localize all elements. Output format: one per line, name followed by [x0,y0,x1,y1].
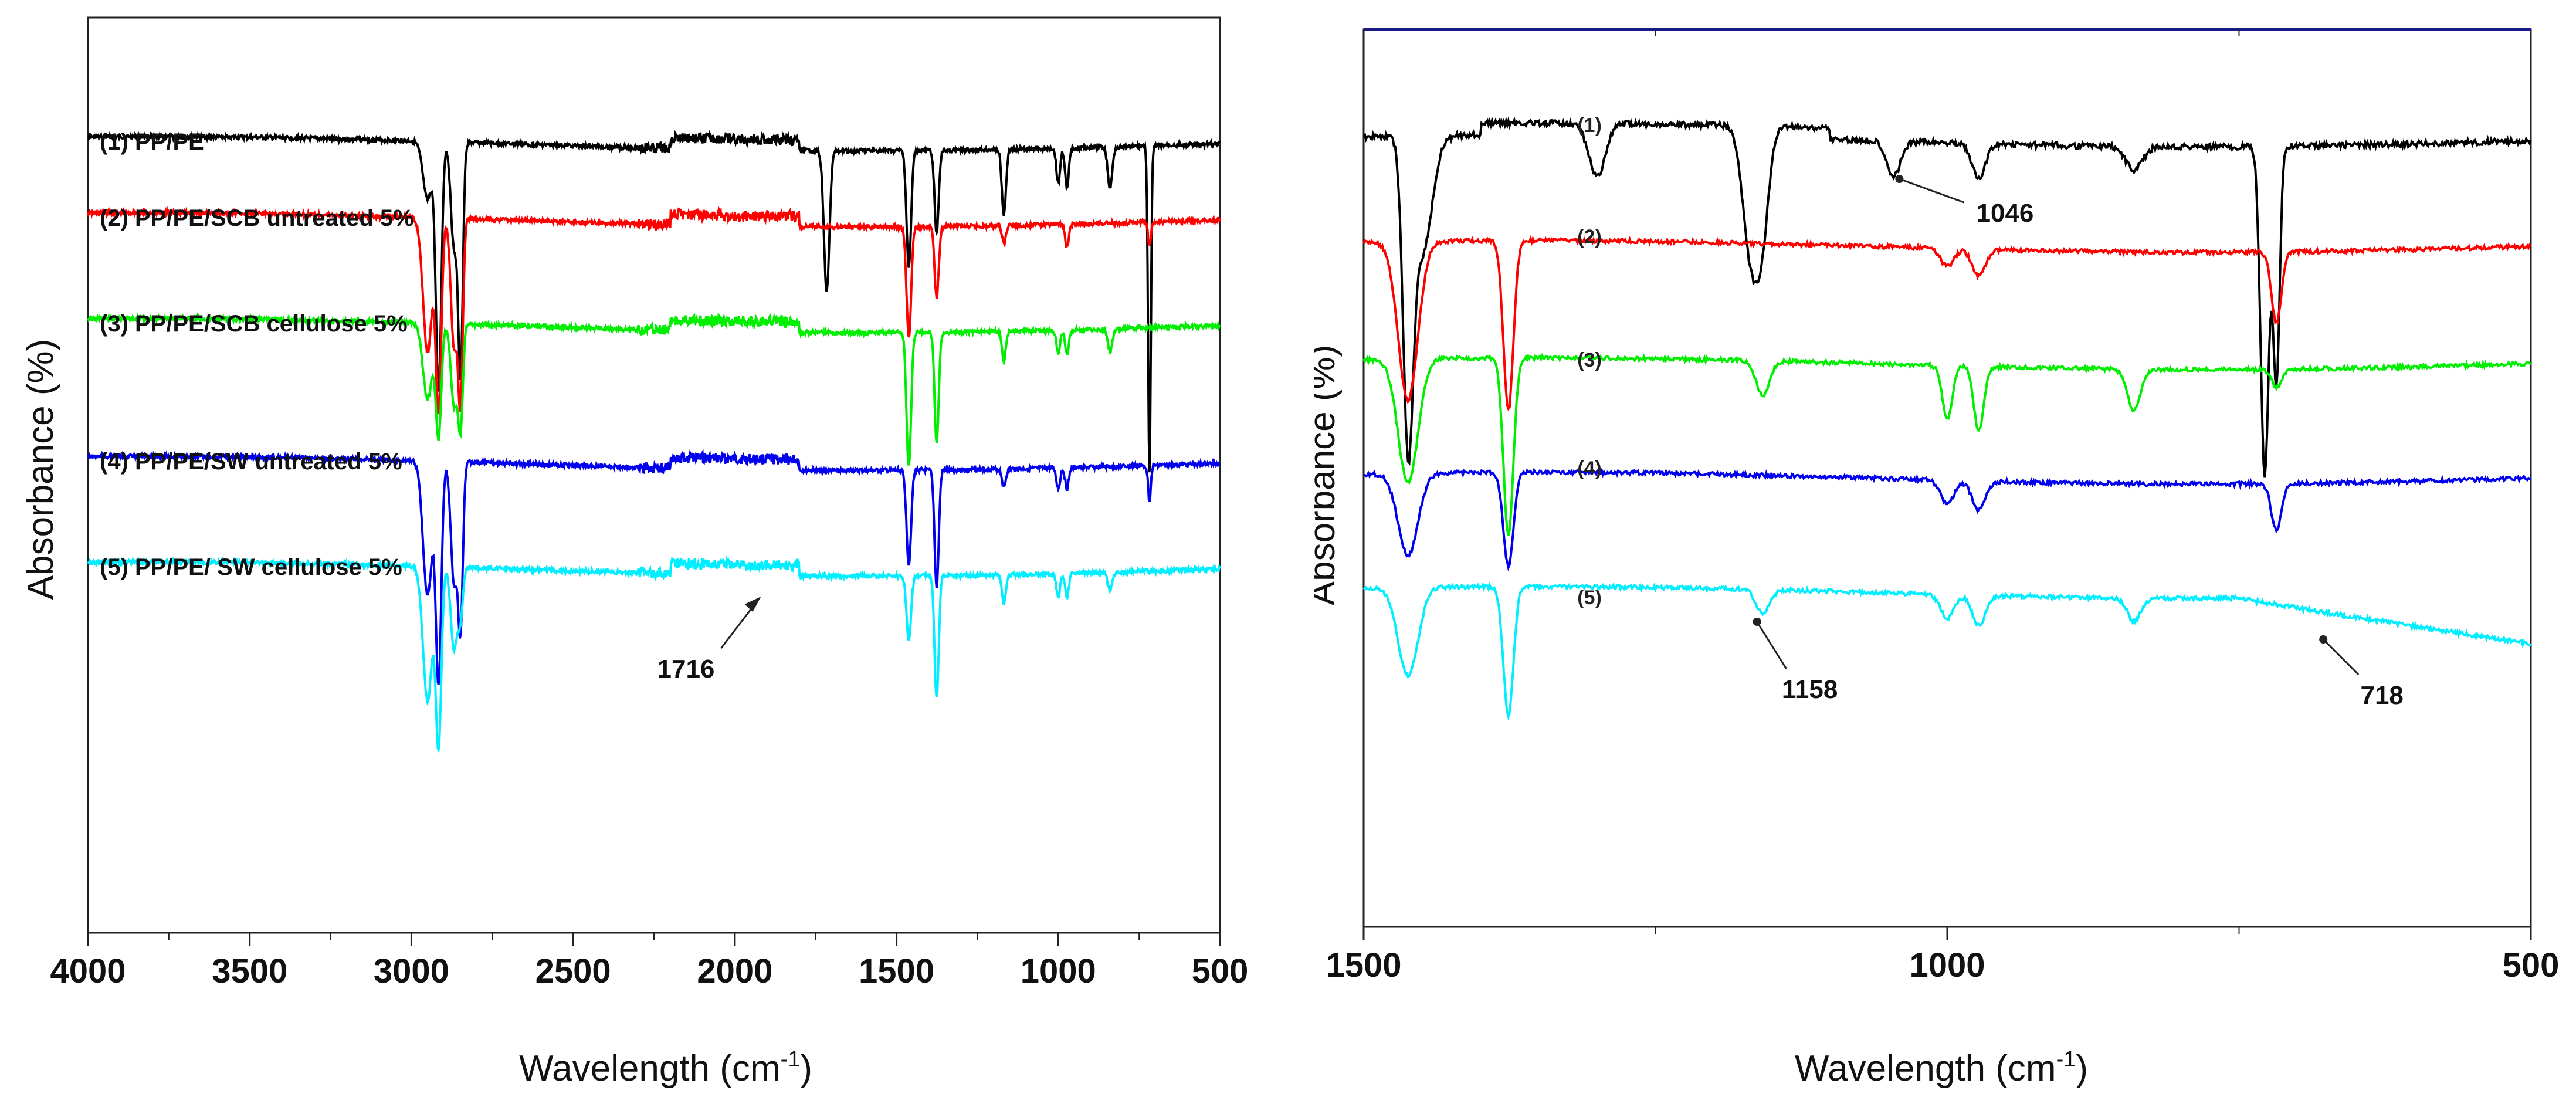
ftir-chart-full-range: (1) PP/PE (2) PP/PE/SCB untreated 5% (3) P… [21,16,1249,1089]
x-tick-label: 3000 [374,952,449,990]
annotation-1046: 1046 [1977,199,2034,228]
series-label-2: (2) PP/PE/SCB untreated 5% [100,205,414,231]
series-line-1 [87,130,1221,473]
series-line-3 [1362,353,2531,536]
x-tick-label: 2500 [535,952,611,990]
x-tick-label: 4000 [50,952,126,990]
series-line-2 [1362,235,2532,411]
series-line-3 [87,311,1221,466]
annotation-718: 718 [2360,681,2403,710]
annotation-arrow-1158 [1756,621,1787,669]
y-axis-label: Absorbance (%) [21,339,61,600]
x-tick-label: 500 [2503,946,2560,984]
x-tick-label: 1500 [859,952,934,990]
series-label-4: (4) PP/PE/SW untreated 5% [100,449,402,475]
series-label-5: (5) PP/PE/ SW cellulose 5% [100,554,402,580]
curve-label-3: (3) [1577,349,1602,371]
x-tick-label: 1000 [1021,952,1096,990]
plot-frame [1362,28,2532,928]
x-tick-label: 1500 [1326,946,1401,984]
annotation-arrowhead-1158 [1753,618,1761,626]
x-tick-label: 3500 [212,952,287,990]
annotation-arrowhead-718 [2319,635,2328,644]
x-tick-label: 500 [1192,952,1249,990]
annotation-arrowhead-1046 [1895,175,1904,183]
annotation-1716: 1716 [657,655,715,683]
series-line-1 [1363,116,2532,478]
series-line-5 [1362,581,2532,721]
series-label-1: (1) PP/PE [100,129,204,155]
series-line-4 [87,448,1221,685]
series-line-2 [87,206,1221,415]
curve-label-1: (1) [1577,114,1602,137]
x-axis-label: Wavelength (cm-1) [1795,1047,2088,1089]
curve-label-2: (2) [1577,226,1602,248]
series-label-3: (3) PP/PE/SCB cellulose 5% [100,311,408,337]
annotation-arrow-718 [2323,638,2360,676]
annotation-arrow-1046 [1899,178,1964,204]
x-axis-label: Wavelength (cm-1) [519,1047,812,1089]
curve-label-4: (4) [1577,458,1602,480]
y-axis-label: Absorbance (%) [1314,345,1343,606]
plot-frame [87,16,1221,934]
curve-label-5: (5) [1577,587,1602,609]
annotation-arrowhead-1716 [744,597,761,612]
annotation-1158: 1158 [1782,675,1838,704]
x-tick-label: 1000 [1909,946,1985,984]
series-line-5 [87,556,1221,754]
series-line-4 [1363,467,2532,572]
x-tick-label: 2000 [697,952,772,990]
